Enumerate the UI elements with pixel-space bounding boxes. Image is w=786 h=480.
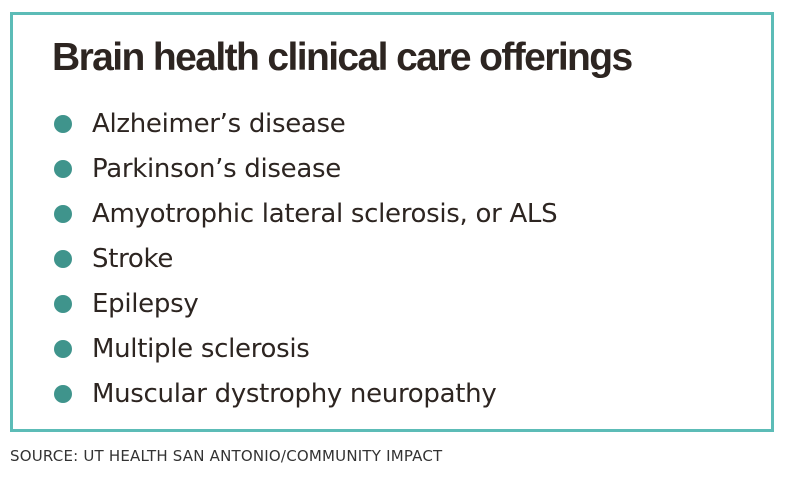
list-item-label: Muscular dystrophy neuropathy	[92, 378, 497, 409]
bullet-icon	[54, 249, 72, 268]
list-item-label: Epilepsy	[92, 288, 199, 319]
list-item-label: Amyotrophic lateral sclerosis, or ALS	[92, 198, 558, 229]
list-item-label: Multiple sclerosis	[92, 333, 310, 364]
bullet-icon	[54, 159, 72, 178]
list-item: Parkinson’s disease	[52, 146, 557, 191]
list-item: Muscular dystrophy neuropathy	[52, 371, 557, 416]
list-item: Stroke	[52, 236, 557, 281]
bullet-icon	[54, 294, 72, 313]
offerings-list: Alzheimer’s disease Parkinson’s disease …	[52, 101, 558, 416]
content-box	[10, 12, 774, 432]
list-item-label: Stroke	[92, 243, 174, 274]
list-item: Epilepsy	[52, 281, 557, 326]
bullet-icon	[54, 204, 72, 223]
list-item-label: Parkinson’s disease	[92, 153, 341, 184]
page-title: Brain health clinical care offerings	[52, 36, 633, 79]
bullet-icon	[54, 114, 72, 133]
bullet-icon	[54, 339, 72, 358]
list-item: Alzheimer’s disease	[52, 101, 557, 146]
source-credit: SOURCE: UT HEALTH SAN ANTONIO/COMMUNITY …	[10, 447, 443, 465]
list-item-label: Alzheimer’s disease	[92, 108, 346, 139]
bullet-icon	[54, 384, 72, 403]
list-item: Amyotrophic lateral sclerosis, or ALS	[52, 191, 558, 236]
list-item: Multiple sclerosis	[52, 326, 557, 371]
